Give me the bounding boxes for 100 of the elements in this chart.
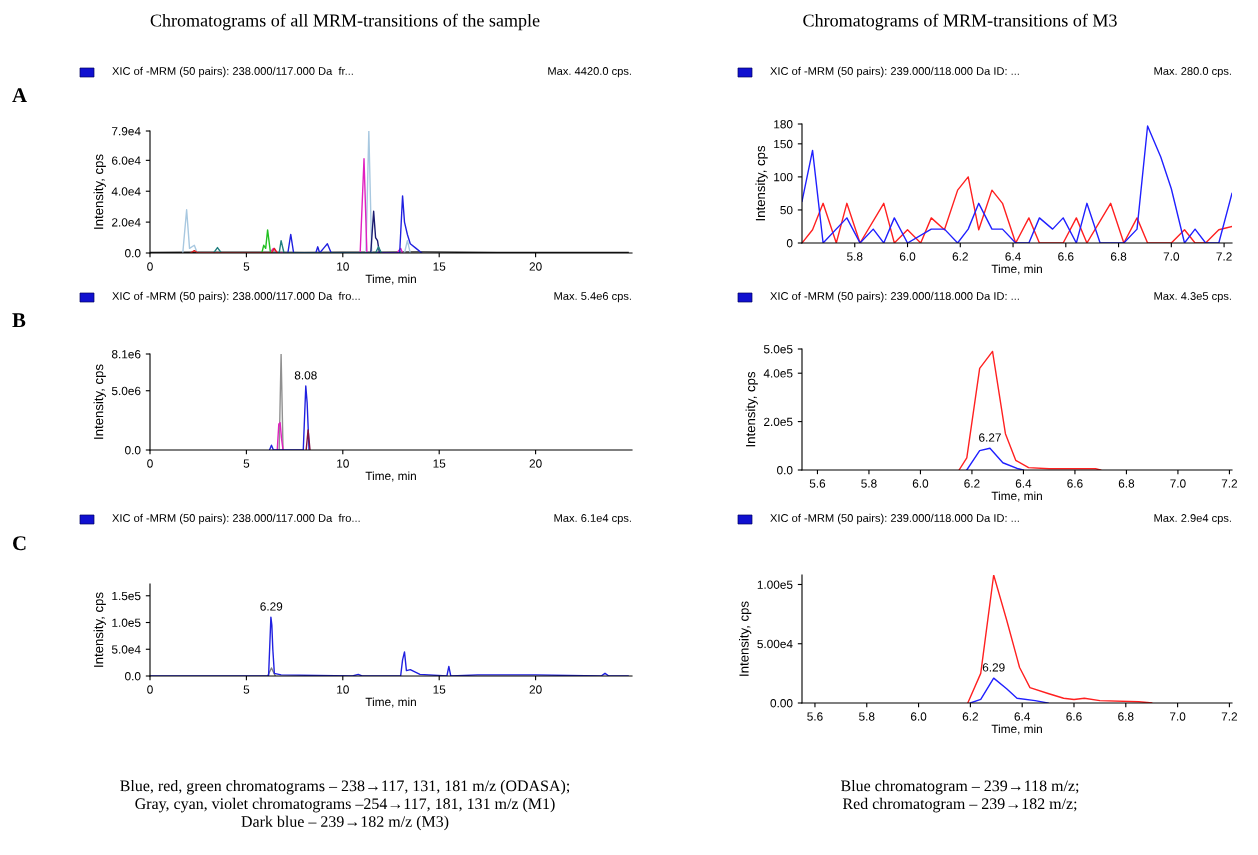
x-tick-label: 5 [243, 685, 250, 694]
line-series [261, 229, 272, 253]
y-axis-title: Intensity, cps [93, 592, 106, 667]
x-tick-label: 0 [147, 262, 153, 271]
x-axis-title: Time, min [365, 697, 416, 708]
y-tick-label: 50 [780, 205, 793, 215]
y-tick-label: 0.0 [777, 466, 793, 475]
x-axis-title: Time, min [365, 471, 416, 482]
x-tick-label: 6.8 [1110, 252, 1127, 261]
y-tick-label: 8.1e6 [111, 350, 141, 359]
x-axis-title: Time, min [365, 274, 416, 285]
y-tick-label: 1.5e5 [112, 591, 141, 601]
x-axis-title: Time, min [991, 264, 1042, 275]
y-axis-title: Intensity, cps [745, 371, 758, 447]
y-axis-title: Intensity, cps [93, 364, 106, 439]
x-tick-label: 7.2 [1221, 712, 1238, 721]
x-tick-label: 15 [433, 685, 446, 694]
x-tick-label: 7.0 [1170, 712, 1186, 721]
x-tick-label: 10 [337, 459, 349, 468]
y-tick-label: 5.00e4 [757, 639, 793, 649]
x-tick-label: 6.4 [1014, 712, 1031, 721]
annotation: 6.27 [979, 433, 1001, 442]
text: C [13, 536, 26, 551]
y-tick-label: 180 [774, 120, 793, 129]
y-tick-label: 2.0e5 [764, 417, 793, 426]
annotation: 6.29 [982, 663, 1005, 672]
x-tick-label: 5 [243, 459, 250, 468]
text: Max. 4.3e5 cps. [1154, 292, 1231, 303]
x-tick-label: 10 [337, 685, 349, 694]
x-tick-label: 5.8 [859, 712, 875, 721]
x-tick-label: 10 [337, 262, 349, 271]
text: Blue chromatogram – 239→118 m/z; Red chromatogram – 239→182 m/z; [840, 780, 1079, 813]
y-tick-label: 0.00 [770, 699, 793, 708]
x-tick-label: 6.2 [952, 252, 968, 261]
chart-subtitle: XIC of -MRM (50 pairs): 238.000/117.000 Da fro... [112, 513, 360, 525]
x-tick-label: 7.2 [1216, 252, 1232, 261]
chart-title: Chromatograms of all MRM-transitions of the sample [150, 13, 540, 31]
y-tick-label: 4.0e4 [111, 187, 141, 196]
x-tick-label: 5 [243, 262, 250, 271]
x-tick-label: 5.8 [861, 479, 877, 488]
text: Max. 6.1e4 cps. [554, 514, 631, 525]
y-tick-label: 1.00e5 [757, 580, 793, 589]
y-tick-label: 0.0 [125, 249, 141, 258]
text: Max. 2.9e4 cps. [1154, 514, 1231, 525]
x-axis-title: Time, min [991, 724, 1042, 735]
x-tick-label: 20 [529, 685, 542, 694]
y-axis-title: Intensity, cps [755, 145, 768, 221]
x-tick-label: 6.0 [910, 712, 927, 721]
text: B [12, 313, 26, 328]
y-tick-label: 0 [786, 239, 793, 248]
chart-title: Chromatograms of MRM-transitions of M3 [803, 13, 1117, 31]
x-tick-label: 6.6 [1058, 252, 1074, 261]
line-series [370, 210, 381, 253]
x-tick-label: 6.6 [1067, 479, 1083, 488]
x-tick-label: 6.8 [1118, 712, 1134, 721]
x-axis-title: Time, min [991, 491, 1042, 502]
y-tick-label: 100 [774, 172, 793, 182]
y-tick-label: 0.0 [125, 446, 141, 455]
y-tick-label: 7.9e4 [112, 127, 141, 136]
x-tick-label: 6.6 [1066, 712, 1082, 721]
line-series [276, 422, 284, 450]
x-tick-label: 6.4 [1015, 479, 1032, 488]
y-tick-label: 2.0e4 [112, 218, 141, 227]
x-tick-label: 7.0 [1163, 252, 1180, 261]
x-tick-label: 6.4 [1005, 252, 1021, 261]
x-tick-label: 6.8 [1118, 479, 1135, 488]
chart-subtitle: XIC of -MRM (50 pairs): 239.000/118.000 Da ID: ... [770, 291, 1019, 303]
annotation: 6.29 [260, 602, 283, 611]
x-tick-label: 7.2 [1221, 479, 1238, 488]
x-tick-label: 0 [147, 685, 153, 694]
chart-subtitle: XIC of -MRM (50 pairs): 239.000/118.000 Da ID: ... [770, 66, 1019, 78]
x-tick-label: 7.0 [1170, 479, 1186, 488]
chart-subtitle: XIC of -MRM (50 pairs): 239.000/118.000 Da ID: ... [770, 513, 1019, 525]
x-tick-label: 6.2 [962, 712, 978, 721]
y-axis-title: Intensity, cps [93, 154, 106, 229]
chart-subtitle: XIC of -MRM (50 pairs): 238.000/117.000 Da fr... [112, 66, 353, 78]
y-tick-label: 1.0e5 [112, 618, 141, 627]
y-tick-label: 5.0e6 [111, 386, 141, 396]
x-tick-label: 6.2 [964, 479, 980, 488]
text: Max. 280.0 cps. [1154, 67, 1231, 78]
x-tick-label: 5.8 [847, 252, 863, 261]
x-tick-label: 0 [147, 459, 153, 468]
x-tick-label: 20 [529, 262, 542, 271]
chart-subtitle: XIC of -MRM (50 pairs): 238.000/117.000 Da fro... [112, 291, 360, 303]
x-tick-label: 5.6 [809, 479, 826, 488]
x-tick-label: 15 [433, 262, 446, 271]
y-tick-label: 6.0e4 [112, 156, 141, 165]
x-tick-label: 6.0 [899, 252, 916, 261]
text: Max. 4420.0 cps. [548, 67, 631, 78]
y-tick-label: 5.0e5 [763, 345, 793, 354]
y-tick-label: 5.0e4 [111, 645, 141, 654]
x-tick-label: 20 [529, 459, 542, 468]
y-tick-label: 0.0 [125, 672, 141, 681]
y-tick-label: 150 [774, 139, 793, 149]
y-tick-label: 4.0e5 [763, 369, 793, 378]
x-tick-label: 15 [433, 459, 446, 468]
text: A [12, 88, 27, 103]
text: Blue, red, green chromatograms – 238→117, 131, 181 m/z (ODASA); Gray, cyan, violet chromatograms –254→117, 181, 131 m/z (M1) Dark blue – 239→182 m/z (M3) [120, 780, 570, 831]
x-tick-label: 5.6 [807, 712, 823, 721]
annotation: 8.08 [294, 371, 317, 380]
